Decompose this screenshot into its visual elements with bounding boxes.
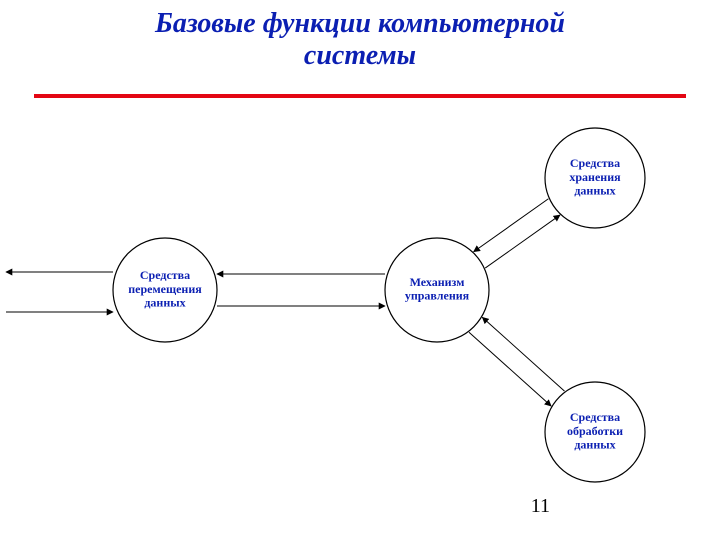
nodes-layer: СредстваперемещенияданныхМеханизмуправле… <box>113 128 645 482</box>
node-process-label-2: данных <box>574 438 615 452</box>
node-transfer-label-2: данных <box>144 296 185 310</box>
edge-control-storage <box>485 215 560 268</box>
edge-process-control <box>482 317 564 391</box>
diagram-canvas: СредстваперемещенияданныхМеханизмуправле… <box>0 0 720 540</box>
node-storage-label-2: данных <box>574 184 615 198</box>
node-storage-label-1: хранения <box>569 170 621 184</box>
node-process-label-1: обработки <box>567 424 623 438</box>
node-control-label-0: Механизм <box>410 275 465 289</box>
edge-storage-control <box>474 199 549 252</box>
node-control-label-1: управления <box>405 289 470 303</box>
node-process-label-0: Средства <box>570 410 620 424</box>
node-storage-label-0: Средства <box>570 156 620 170</box>
page-number: 11 <box>531 495 550 518</box>
node-transfer-label-1: перемещения <box>128 282 202 296</box>
edge-control-process <box>469 332 551 406</box>
node-transfer-label-0: Средства <box>140 268 190 282</box>
